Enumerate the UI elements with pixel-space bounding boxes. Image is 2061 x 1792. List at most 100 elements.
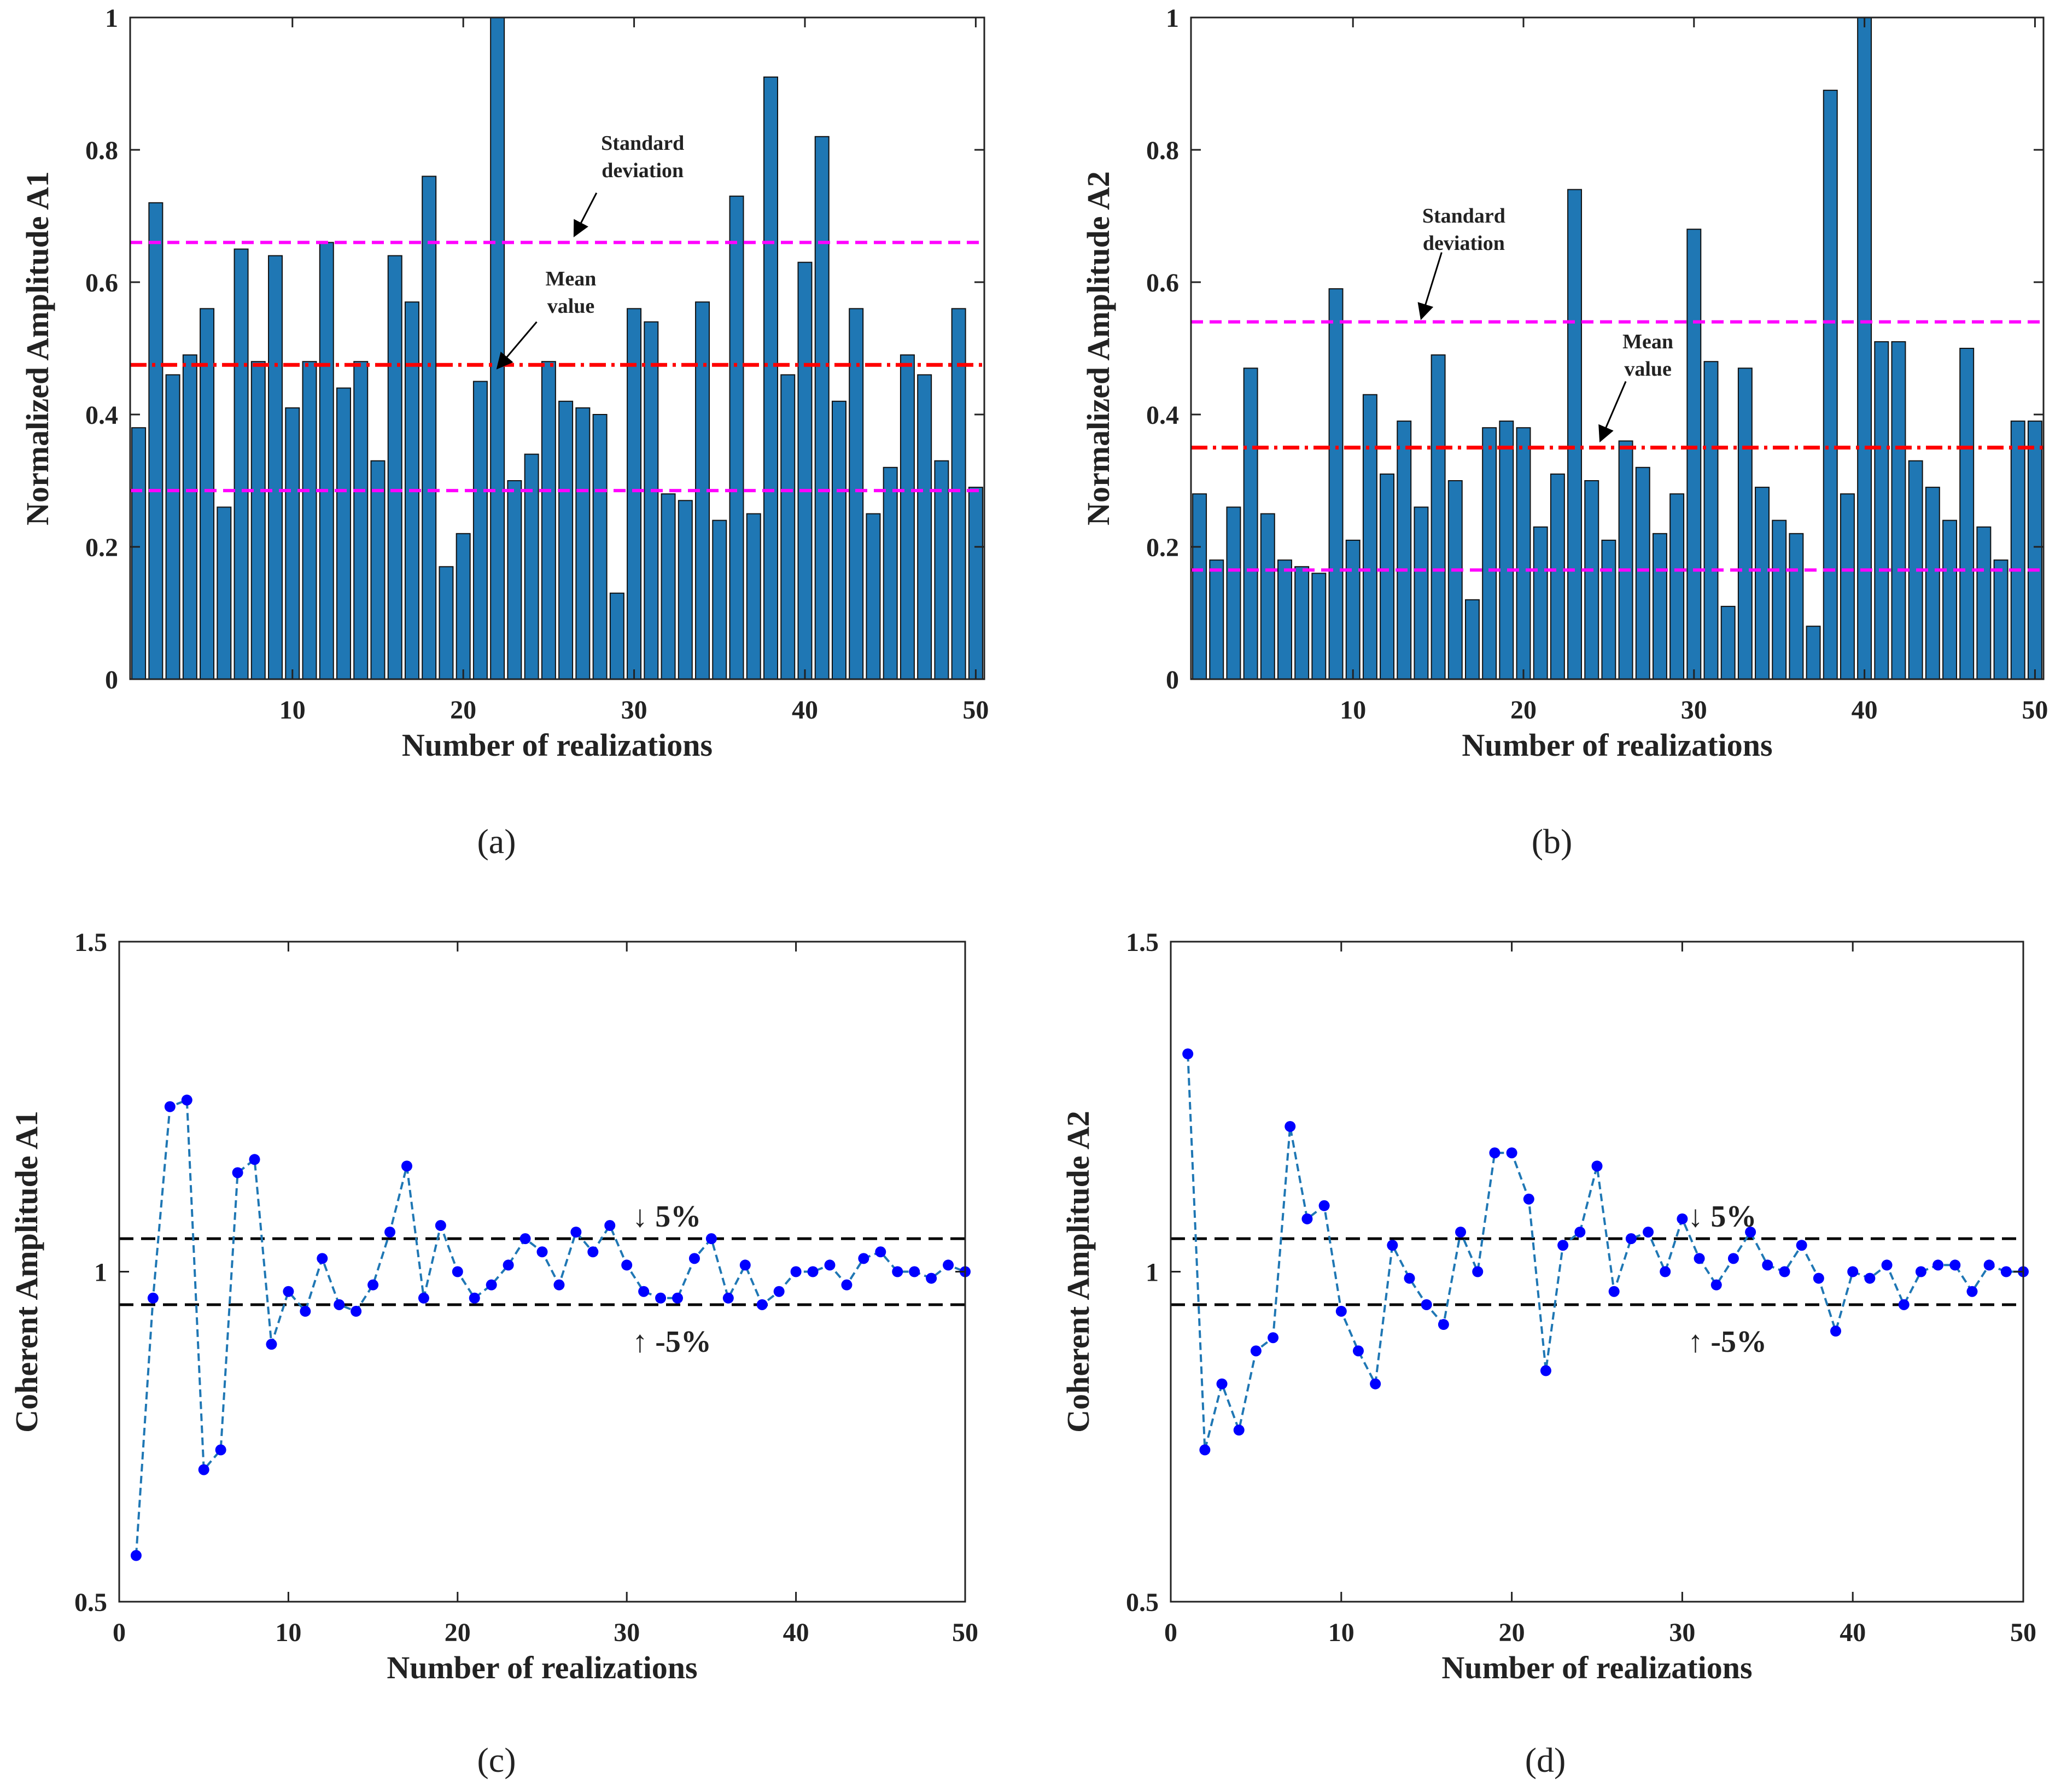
y-tick-label: 0.2: [85, 533, 118, 562]
data-point: [638, 1286, 650, 1297]
bar: [575, 407, 591, 680]
x-tick-label: 30: [1669, 1618, 1695, 1647]
bar: [1260, 513, 1275, 680]
x-tick-label: 50: [2022, 696, 2048, 725]
bar: [541, 361, 556, 680]
bar: [1823, 90, 1838, 680]
x-tick-label: 30: [621, 696, 647, 725]
x-tick-label: 10: [275, 1618, 301, 1647]
x-axis-title: Number of realizations: [387, 1650, 697, 1685]
data-point: [688, 1253, 700, 1264]
data-point: [1813, 1273, 1824, 1284]
bar: [1703, 361, 1719, 680]
bar: [831, 400, 846, 680]
bar: [1857, 17, 1872, 680]
bar: [1874, 341, 1889, 680]
data-point: [739, 1259, 751, 1271]
data-point: [1727, 1253, 1739, 1264]
panel-caption: (b): [1532, 822, 1573, 861]
y-tick-label: 1: [105, 4, 118, 33]
y-tick-label: 0.8: [85, 136, 118, 165]
bar: [1362, 394, 1377, 680]
x-tick-label: 50: [952, 1618, 978, 1647]
x-axis-title: Number of realizations: [402, 727, 713, 763]
bar: [609, 592, 624, 680]
bar: [1345, 539, 1361, 680]
panel-b: Standard deviation Mean value 10 20 30 40 50 0 0.2…: [1081, 4, 2048, 861]
annotation-text: deviation: [602, 159, 684, 182]
data-point: [909, 1266, 920, 1277]
bar: [1652, 533, 1667, 680]
series-line: [1187, 1054, 2023, 1450]
data-point: [1710, 1279, 1722, 1291]
bar: [1601, 539, 1616, 680]
bar: [1720, 605, 1736, 680]
annotation-text: deviation: [1423, 232, 1505, 255]
bar: [1328, 288, 1344, 680]
data-point: [858, 1253, 869, 1264]
data-point: [807, 1266, 819, 1277]
band-lower-label: ↑ -5%: [1688, 1325, 1767, 1359]
bar: [148, 202, 164, 680]
bar: [1464, 599, 1480, 680]
bar: [1993, 559, 2009, 680]
annotation-arrow: [1417, 252, 1443, 320]
data-point: [1694, 1253, 1705, 1264]
bar: [883, 466, 898, 680]
y-axis-title: Coherent Amplitude A1: [9, 1111, 44, 1433]
x-tick-label: 0: [113, 1618, 126, 1647]
data-point: [2000, 1266, 2012, 1277]
bar: [1447, 480, 1463, 680]
bar: [1482, 427, 1497, 680]
y-tick-label: 0.8: [1146, 136, 1179, 165]
bar: [131, 427, 147, 680]
bar: [712, 519, 727, 680]
bar: [558, 400, 574, 680]
x-tick-label: 50: [962, 696, 989, 725]
bar: [1243, 367, 1258, 680]
x-tick-label: 40: [792, 696, 818, 725]
data-point: [1762, 1259, 1773, 1271]
x-tick-label: 20: [450, 696, 476, 725]
data-point: [1506, 1147, 1517, 1159]
data-point: [1199, 1444, 1211, 1456]
annotation-text: value: [547, 295, 595, 318]
annotation-text: Standard: [601, 132, 684, 155]
bar: [1294, 566, 1310, 680]
data-point: [1898, 1299, 1910, 1310]
y-axis-title: Normalized Amplitude A1: [20, 171, 55, 526]
bar: [250, 361, 266, 680]
data-point: [1216, 1378, 1228, 1390]
data-point: [1387, 1240, 1398, 1251]
data-point: [1864, 1273, 1876, 1284]
annotation-arrow: [573, 192, 598, 237]
data-point: [587, 1246, 599, 1258]
bar: [1209, 559, 1224, 680]
band-lower-label: ↑ -5%: [632, 1325, 711, 1359]
bar: [729, 195, 744, 680]
data-point: [1233, 1425, 1245, 1436]
bar: [507, 480, 522, 680]
data-point: [1352, 1345, 1364, 1357]
bar: [1976, 526, 1992, 680]
bar: [302, 361, 317, 680]
x-tick-label: 20: [1499, 1618, 1525, 1647]
y-tick-label: 1.5: [1126, 928, 1159, 957]
band-upper-label: ↓ 5%: [632, 1200, 701, 1234]
annotation-text: Mean: [546, 267, 597, 290]
bar: [1942, 519, 1957, 680]
data-point: [672, 1292, 684, 1304]
annotation-arrow: [1598, 381, 1627, 443]
bar: [763, 76, 778, 680]
plot-frame: [1170, 941, 2024, 1603]
data-point: [1540, 1365, 1551, 1376]
data-point: [384, 1227, 396, 1238]
y-tick-label: 0.2: [1146, 533, 1179, 562]
data-point: [1523, 1193, 1534, 1205]
data-point: [1830, 1326, 1842, 1337]
data-point: [841, 1279, 853, 1291]
bar: [1516, 427, 1531, 680]
y-tick-label: 1: [1146, 1258, 1159, 1287]
annotation-arrow: [496, 321, 538, 370]
